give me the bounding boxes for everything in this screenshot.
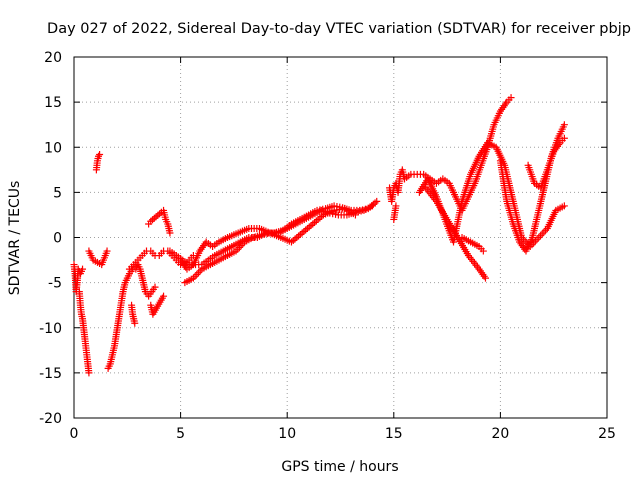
x-tick-labels: 0 5 10 15 20 25 — [70, 426, 616, 442]
y-tick-label: -10 — [39, 321, 62, 337]
x-tick-label: 10 — [278, 426, 296, 442]
series-arc-11 — [181, 202, 376, 287]
chart-title: Day 027 of 2022, Sidereal Day-to-day VTE… — [47, 21, 631, 37]
plot-border — [73, 56, 608, 419]
y-tick-labels: -20 -15 -10 -5 0 5 10 15 20 — [39, 50, 62, 427]
series-arc-3 — [92, 150, 104, 174]
data-points — [70, 94, 568, 377]
data-point — [536, 232, 544, 240]
y-tick-label: 5 — [53, 185, 62, 201]
x-tick-label: 0 — [70, 426, 79, 442]
series-arc-5 — [104, 261, 140, 372]
x-tick-label: 5 — [176, 426, 185, 442]
data-point — [540, 228, 548, 236]
series-arc-18 — [422, 184, 489, 282]
x-axis-label: GPS time / hours — [281, 459, 398, 475]
data-point — [560, 134, 568, 142]
series-arc-7 — [132, 261, 159, 300]
grid-lines — [74, 57, 607, 418]
series-arc-19 — [458, 234, 487, 255]
series-arc-2 — [75, 288, 93, 377]
y-tick-label: -5 — [48, 276, 62, 292]
series-arc-8 — [128, 301, 139, 327]
data-point — [160, 292, 168, 300]
series-arc-14 — [386, 166, 408, 205]
data-point — [481, 274, 489, 282]
y-tick-label: -15 — [39, 366, 62, 382]
series-arc-1 — [70, 261, 87, 296]
series-arc-12 — [177, 205, 359, 273]
series-arc-21 — [524, 134, 568, 192]
series-arc-20 — [496, 121, 568, 255]
series-arc-16 — [400, 94, 515, 214]
data-point — [151, 283, 159, 291]
data-point — [560, 121, 568, 129]
data-point — [85, 369, 93, 377]
x-tick-label: 20 — [491, 426, 509, 442]
y-tick-label: -20 — [39, 411, 62, 427]
x-tick-label: 15 — [385, 426, 403, 442]
data-point — [507, 94, 515, 102]
data-point — [392, 202, 400, 210]
data-point — [131, 319, 139, 327]
data-point — [538, 230, 546, 238]
data-point — [560, 202, 568, 210]
y-tick-label: 20 — [44, 50, 62, 66]
x-tick-label: 25 — [598, 426, 616, 442]
data-point — [351, 211, 359, 219]
tick-marks — [73, 56, 608, 419]
y-tick-label: 10 — [44, 140, 62, 156]
series-arc-13 — [147, 292, 168, 318]
data-point — [373, 197, 381, 205]
series-arc-4 — [85, 247, 111, 269]
data-point — [79, 265, 87, 273]
data-point — [103, 247, 111, 255]
y-tick-label: 0 — [53, 231, 62, 247]
y-tick-label: 15 — [44, 95, 62, 111]
data-point — [368, 202, 376, 210]
series-arc-9 — [145, 206, 174, 237]
data-point — [166, 229, 174, 237]
data-point — [195, 269, 203, 277]
series-arc-15 — [390, 202, 400, 223]
y-axis-label: SDTVAR / TECUs — [7, 181, 23, 296]
data-point — [96, 150, 104, 158]
data-point — [479, 247, 487, 255]
data-point — [193, 271, 201, 279]
